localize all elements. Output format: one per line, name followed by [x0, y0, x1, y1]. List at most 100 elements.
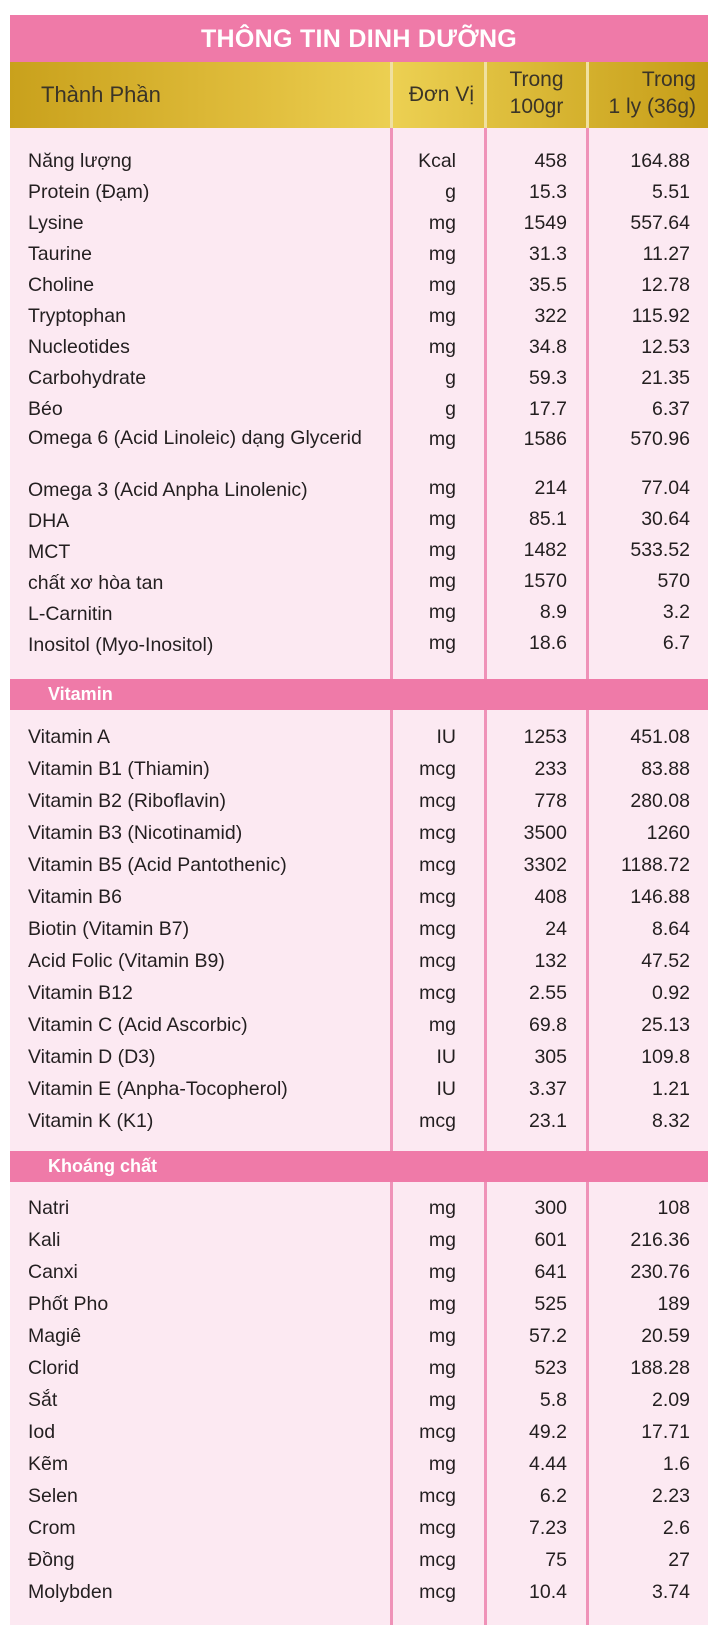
ingredient-name: Acid Folic (Vitamin B9)	[28, 950, 225, 972]
unit: mg	[428, 1389, 456, 1411]
per-100g-value: 525	[534, 1293, 567, 1315]
header-per-cup: Trong 1 ly (36g)	[586, 62, 708, 128]
per-cup-value: 1.6	[662, 1453, 690, 1475]
per-cup-value: 12.53	[641, 336, 690, 358]
ingredient-name: Năng lượng	[28, 150, 132, 172]
per-cup-value: 188.28	[630, 1357, 690, 1379]
unit: mcg	[419, 918, 456, 940]
header-per-cup-line2: 1 ly (36g)	[608, 95, 696, 118]
per-100g-value: 57.2	[529, 1325, 567, 1347]
per-cup-value-column: 164.88 5.51 557.64 11.27 12.78 115.92 12.53 21.…	[586, 128, 708, 679]
unit: mg	[428, 243, 456, 265]
per-cup-value-column: 108 216.36 230.76 189 20.59 188.28 2.09 17.71 1.…	[586, 1182, 708, 1625]
per-100g-value: 1253	[523, 726, 567, 748]
unit: mcg	[419, 950, 456, 972]
per-100g-value: 3.37	[529, 1078, 567, 1100]
section-header-2: Khoáng chất	[10, 1151, 708, 1182]
ingredient-name: Sắt	[28, 1389, 58, 1411]
per-100g-value: 1570	[523, 570, 567, 592]
per-100g-value: 778	[534, 790, 567, 812]
per-cup-value: 3.74	[652, 1581, 690, 1603]
per-100g-value: 458	[534, 150, 567, 172]
ingredient-name: Omega 3 (Acid Anpha Linolenic)	[28, 479, 308, 501]
per-cup-value: 2.09	[652, 1389, 690, 1411]
per-100g-value: 17.7	[529, 398, 567, 420]
per-100g-value: 641	[534, 1261, 567, 1283]
ingredient-name: Protein (Đạm)	[28, 181, 150, 203]
per-cup-value: 2.6	[662, 1517, 690, 1539]
ingredient-name: Canxi	[28, 1261, 78, 1283]
per-cup-value: 451.08	[630, 726, 690, 748]
unit: mcg	[419, 790, 456, 812]
ingredient-name-column: Năng lượng Protein (Đạm) Lysine Taurine Chol…	[10, 128, 390, 679]
per-100g-value: 18.6	[529, 632, 567, 654]
per-100g-value: 408	[534, 886, 567, 908]
unit: mg	[428, 274, 456, 296]
ingredient-name: Vitamin B3 (Nicotinamid)	[28, 822, 243, 844]
per-100g-value: 523	[534, 1357, 567, 1379]
unit: mg	[428, 1197, 456, 1219]
unit: mg	[428, 336, 456, 358]
per-cup-value: 570	[657, 570, 690, 592]
per-100g-value: 233	[534, 758, 567, 780]
per-100g-value: 1586	[523, 428, 567, 450]
unit: g	[445, 367, 456, 389]
section-header-1: Vitamin	[10, 679, 708, 710]
per-cup-value: 1260	[646, 822, 690, 844]
unit: IU	[436, 1078, 457, 1100]
unit: g	[445, 398, 456, 420]
per-100g-value: 85.1	[529, 508, 567, 530]
header-per-100g: Trong 100gr	[484, 62, 586, 128]
per-100g-value: 214	[534, 477, 567, 499]
per-cup-value: 533.52	[630, 539, 690, 561]
per-100g-value: 8.9	[539, 601, 567, 623]
unit: g	[445, 181, 456, 203]
header-per-100g-line2: 100gr	[509, 95, 564, 118]
per-cup-value: 216.36	[630, 1229, 690, 1251]
per-cup-value: 11.27	[642, 243, 690, 265]
unit: mcg	[419, 822, 456, 844]
per-cup-value: 8.64	[652, 918, 690, 940]
unit-column: Kcal g mg mg mg mg mg g g mg mg mg mg mg mg mg	[390, 128, 484, 679]
ingredient-name: Kali	[28, 1229, 61, 1251]
per-cup-value: 0.92	[652, 982, 690, 1004]
per-cup-value: 230.76	[630, 1261, 690, 1283]
per-100g-value: 31.3	[529, 243, 567, 265]
per-100g-value-column: 300 601 641 525 57.2 523 5.8 49.2 4.44 6.2 7.23 75 1…	[484, 1182, 586, 1625]
table-title: THÔNG TIN DINH DƯỠNG	[10, 15, 708, 62]
ingredient-name: Molybden	[28, 1581, 113, 1603]
ingredient-name: MCT	[28, 541, 71, 563]
header-per-cup-line1: Trong	[641, 68, 696, 91]
unit: mg	[428, 539, 456, 561]
per-cup-value-column: 451.08 83.88 280.08 1260 1188.72 146.88 8.64 47…	[586, 710, 708, 1151]
per-100g-value: 4.44	[529, 1453, 567, 1475]
unit: mg	[428, 570, 456, 592]
ingredient-name: Phốt Pho	[28, 1293, 109, 1315]
per-cup-value: 1.21	[652, 1078, 690, 1100]
unit: mg	[428, 1325, 456, 1347]
unit: mg	[428, 305, 456, 327]
unit: mcg	[419, 886, 456, 908]
unit: mg	[428, 1357, 456, 1379]
per-100g-value: 23.1	[529, 1110, 567, 1132]
ingredient-name: chất xơ hòa tan	[28, 572, 164, 594]
per-cup-value: 5.51	[652, 181, 690, 203]
per-cup-value: 164.88	[630, 150, 690, 172]
per-cup-value: 25.13	[641, 1014, 690, 1036]
per-cup-value: 557.64	[630, 212, 690, 234]
per-100g-value: 601	[534, 1229, 567, 1251]
unit: mg	[428, 428, 456, 450]
per-100g-value: 35.5	[529, 274, 567, 296]
header-unit: Đơn Vị	[390, 62, 484, 128]
per-cup-value: 146.88	[630, 886, 690, 908]
unit: mg	[428, 601, 456, 623]
unit: mg	[428, 1293, 456, 1315]
per-100g-value: 300	[534, 1197, 567, 1219]
per-100g-value: 49.2	[529, 1421, 567, 1443]
table-body: Năng lượng Protein (Đạm) Lysine Taurine Chol…	[10, 128, 708, 1625]
ingredient-name: Vitamin B2 (Riboflavin)	[28, 790, 226, 812]
ingredient-name: Iod	[28, 1421, 56, 1443]
per-cup-value: 12.78	[641, 274, 690, 296]
unit: mg	[428, 1453, 456, 1475]
per-cup-value: 47.52	[641, 950, 690, 972]
